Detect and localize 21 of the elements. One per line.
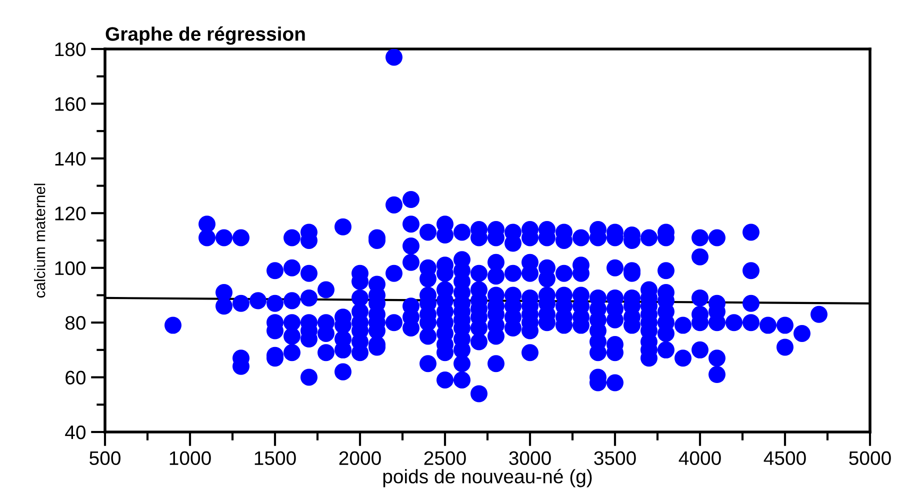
x-tick-label: 4500 xyxy=(764,451,806,466)
x-tick-label: 3000 xyxy=(509,451,551,466)
y-tick-label: 80 xyxy=(65,316,86,330)
y-tick-label: 100 xyxy=(55,261,86,276)
y-tick-label: 160 xyxy=(55,97,86,111)
x-tick-label: 4000 xyxy=(678,451,721,466)
x-tick-label: 5000 xyxy=(849,451,891,466)
y-axis-title: calcium maternel xyxy=(34,184,46,298)
x-tick-label: 1500 xyxy=(254,451,296,466)
y-tick-label: 180 xyxy=(55,42,86,56)
x-tick-label: 1000 xyxy=(170,451,211,466)
chart-title: Graphe de régression xyxy=(106,26,305,45)
x-tick-label: 500 xyxy=(90,451,120,466)
x-tick-label: 2500 xyxy=(424,451,466,466)
y-tick-label: 120 xyxy=(55,206,86,220)
x-tick-label: 3500 xyxy=(594,451,636,466)
x-axis-title: poids de nouveau-né (g) xyxy=(383,468,592,488)
y-tick-label: 40 xyxy=(65,425,86,440)
x-tick-label: 2000 xyxy=(339,451,381,466)
y-tick-label: 140 xyxy=(55,152,86,166)
y-tick-label: 60 xyxy=(66,370,86,385)
